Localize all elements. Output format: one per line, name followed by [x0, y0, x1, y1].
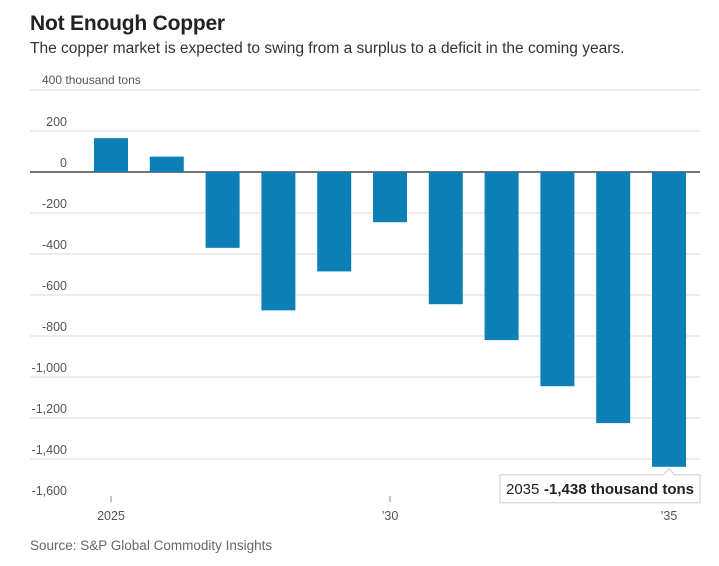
x-axis-ticks: 2025 ’30 ’35 [97, 496, 677, 523]
bar-2028 [261, 172, 296, 311]
annotation-value: -1,438 thousand tons [544, 481, 694, 498]
bar-2025 [94, 138, 128, 172]
annotation-pointer [662, 468, 676, 476]
bar-2031 [428, 172, 463, 305]
annotation-box [499, 474, 701, 504]
y-tick-label: -1,200 [32, 402, 67, 416]
bar-2034 [596, 172, 631, 424]
y-tick-label: -800 [42, 320, 67, 334]
y-tick-label: -1,000 [32, 361, 67, 375]
y-tick-label: -1,400 [32, 443, 67, 457]
bar-2033 [540, 172, 575, 387]
y-tick-label: -400 [42, 238, 67, 252]
bar-2027 [205, 172, 240, 248]
bar-2029 [317, 172, 352, 272]
bar-2035 [652, 172, 686, 467]
y-tick-label: -200 [42, 197, 67, 211]
chart-subtitle: The copper market is expected to swing f… [30, 40, 625, 57]
x-tick-label: ’35 [661, 509, 678, 523]
x-tick-label: ’30 [382, 509, 399, 523]
bar-2026 [149, 156, 184, 172]
annotation: 2035 -1,438 thousand tons [499, 468, 701, 504]
y-axis-unit-label: 400 thousand tons [42, 73, 141, 87]
y-tick-label: -1,600 [32, 484, 67, 498]
bar-2030 [373, 172, 407, 223]
chart-title: Not Enough Copper [30, 12, 225, 35]
annotation-year: 2035 [506, 481, 539, 498]
bars [94, 138, 686, 467]
source-note: Source: S&P Global Commodity Insights [30, 538, 273, 553]
y-tick-label: -600 [42, 279, 67, 293]
gridlines [30, 89, 700, 460]
y-axis-ticks: 400 thousand tons 200 0 -200 -400 -600 -800 -1,… [32, 73, 141, 498]
x-tick-label: 2025 [97, 509, 125, 523]
bar-2032 [484, 172, 519, 341]
y-tick-label: 200 [46, 115, 67, 129]
y-tick-label: 0 [60, 156, 67, 170]
